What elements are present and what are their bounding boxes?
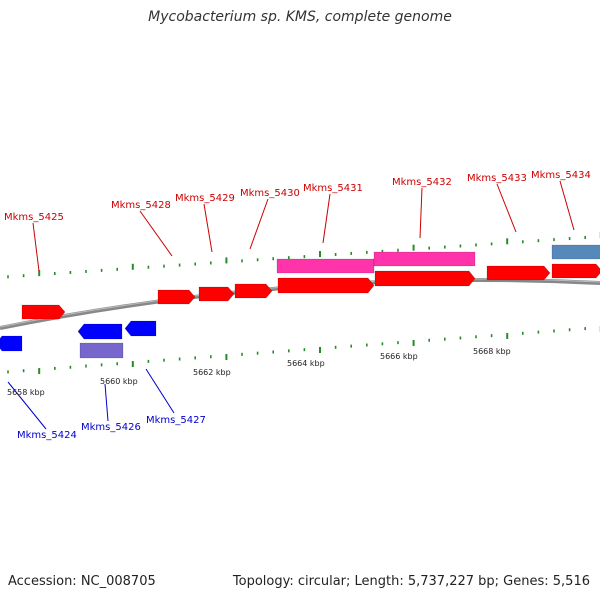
forward-other-feature	[551, 244, 600, 260]
map-title: Mycobacterium sp. KMS, complete genome	[148, 9, 452, 25]
reverse-label-leader	[145, 368, 175, 414]
reverse-label-leader	[7, 381, 47, 430]
forward-gene-label: Mkms_5429	[175, 193, 235, 204]
forward-cds-arrow	[486, 265, 551, 281]
reverse-gene-label: Mkms_5426	[81, 422, 141, 433]
forward-gene-label: Mkms_5428	[111, 200, 171, 211]
reverse-cds-arrow	[124, 320, 157, 337]
forward-label-leader	[32, 222, 40, 272]
reverse-gene-label: Mkms_5427	[146, 415, 206, 426]
forward-label-leader	[249, 198, 269, 250]
forward-cds-arrow	[374, 270, 476, 287]
forward-cds-arrow	[198, 286, 235, 302]
genome-summary-text: Topology: circular; Length: 5,737,227 bp…	[232, 574, 590, 589]
accession-text: Accession: NC_008705	[8, 574, 156, 589]
reverse-cds-arrow	[0, 335, 23, 352]
forward-gene-label: Mkms_5433	[467, 173, 527, 184]
scale-label: 5664 kbp	[287, 359, 325, 368]
forward-cds-arrow	[21, 304, 66, 320]
scale-label: 5662 kbp	[193, 368, 231, 377]
forward-cds-arrow	[157, 289, 196, 305]
gene-features	[0, 244, 600, 359]
scale-labels: 5658 kbp 5660 kbp 5662 kbp 5664 kbp 5666 kbp…	[7, 347, 511, 397]
forward-label-leader	[203, 203, 213, 253]
forward-gene-label: Mkms_5432	[392, 177, 452, 188]
forward-rrna-feature	[276, 258, 375, 274]
forward-cds-arrow	[277, 277, 375, 294]
reverse-cds-arrow	[77, 323, 123, 340]
scale-label: 5668 kbp	[473, 347, 511, 356]
reverse-other-feature	[79, 342, 124, 359]
forward-label-leader	[419, 187, 423, 239]
forward-gene-label: Mkms_5425	[4, 212, 64, 223]
forward-gene-label: Mkms_5434	[531, 170, 591, 181]
forward-label-leader	[559, 180, 575, 231]
forward-label-leader	[496, 183, 517, 233]
scale-label: 5658 kbp	[7, 388, 45, 397]
label-leader-lines	[7, 180, 575, 430]
forward-cds-arrow	[234, 283, 273, 299]
forward-gene-label: Mkms_5430	[240, 188, 300, 199]
reverse-label-leader	[104, 383, 109, 422]
scale-label: 5660 kbp	[100, 377, 138, 386]
outer-tick-ring	[7, 231, 600, 279]
forward-label-leader	[139, 210, 173, 257]
inner-tick-ring	[7, 325, 600, 375]
forward-rrna-feature	[373, 251, 476, 267]
scale-label: 5666 kbp	[380, 352, 418, 361]
forward-cds-arrow	[551, 263, 600, 279]
forward-label-leader	[322, 193, 331, 244]
forward-gene-label: Mkms_5431	[303, 183, 363, 194]
reverse-gene-label: Mkms_5424	[17, 430, 77, 441]
